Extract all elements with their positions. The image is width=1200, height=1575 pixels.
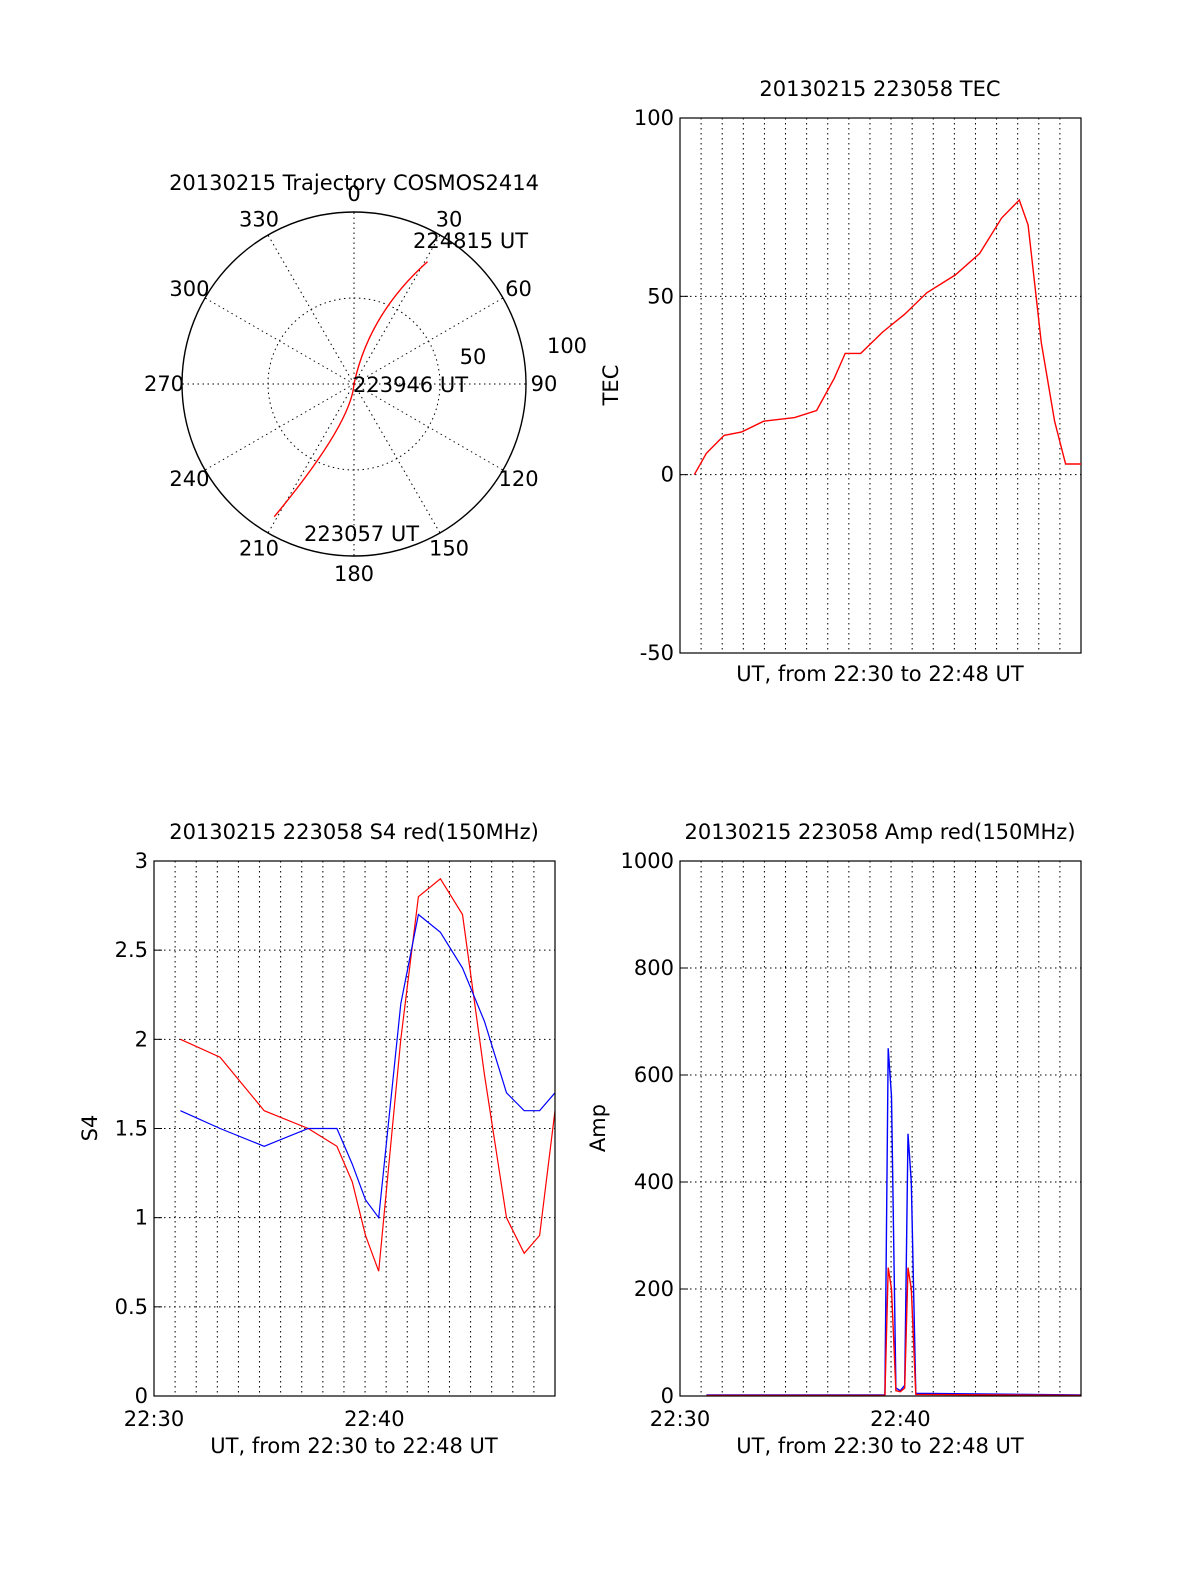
polar-angle-label-0: 0 — [347, 182, 360, 206]
tec-y-label: TEC — [599, 365, 623, 407]
s4-x-ticks: 22:30 22:40 — [124, 1407, 405, 1431]
amp-yticks-0: 1000 — [621, 849, 674, 873]
polar-angle-label-210: 210 — [239, 537, 279, 561]
tec-yticks-0: 100 — [634, 106, 674, 130]
s4-yticks-3: 1.5 — [115, 1117, 148, 1141]
s4-series — [180, 877, 556, 1272]
tec-chart: 20130215 223058 TEC 100 50 0 -50 UT, from 2… — [599, 77, 1082, 686]
polar-spoke-60 — [353, 297, 504, 385]
polar-title: 20130215 Trajectory COSMOS2414 — [169, 171, 539, 195]
tec-yticks-1: 50 — [647, 284, 674, 308]
tec-yticks-3: -50 — [640, 641, 674, 665]
amp-plot-frame — [679, 860, 1082, 1397]
s4-yticks-5: 0.5 — [115, 1295, 148, 1319]
polar-angle-label-270: 270 — [144, 372, 184, 396]
tec-lines-line-0 — [693, 198, 1081, 476]
amp-title: 20130215 223058 Amp red(150MHz) — [684, 820, 1075, 844]
polar-angle-label-150: 150 — [429, 537, 469, 561]
s4-x-label: UT, from 22:30 to 22:48 UT — [210, 1434, 498, 1458]
polar-angle-labels: 0 30 60 90 120 150 180 210 240 270 300 330 — [144, 182, 557, 586]
polar-annotation-start: 223057 UT — [304, 522, 419, 546]
s4-lines-line-1 — [180, 913, 556, 1220]
s4-title: 20130215 223058 S4 red(150MHz) — [169, 820, 539, 844]
polar-angle-label-120: 120 — [498, 467, 538, 491]
tec-x-label: UT, from 22:30 to 22:48 UT — [736, 662, 1024, 686]
polar-angle-label-330: 330 — [239, 207, 279, 231]
tec-series — [693, 198, 1081, 476]
s4-lines-line-0 — [180, 877, 556, 1272]
amp-xticks-0: 22:30 — [650, 1407, 711, 1431]
polar-annotation-end: 224815 UT — [413, 229, 528, 253]
s4-yticks-4: 1 — [135, 1206, 148, 1230]
polar-spoke-210 — [267, 383, 355, 534]
polar-annotation-mid: 223946 UT — [353, 373, 468, 397]
amp-y-ticks: 1000 800 600 400 200 0 — [621, 849, 688, 1408]
polar-spoke-150 — [353, 383, 441, 534]
tec-yticks-2: 0 — [661, 463, 674, 487]
s4-y-label: S4 — [78, 1115, 102, 1142]
polar-chart: 20130215 Trajectory COSMOS2414 0 30 60 90 12… — [144, 171, 587, 586]
amp-yticks-5: 0 — [661, 1384, 674, 1408]
polar-angle-label-30: 30 — [436, 207, 463, 231]
amp-yticks-4: 200 — [634, 1277, 674, 1301]
polar-outer-circle — [181, 211, 527, 557]
amp-yticks-2: 600 — [634, 1063, 674, 1087]
polar-spoke-240 — [204, 383, 355, 471]
polar-radius-label-100: 100 — [547, 334, 587, 358]
polar-spoke-120 — [353, 383, 504, 471]
s4-grid — [154, 861, 555, 1396]
polar-angle-label-300: 300 — [169, 277, 209, 301]
polar-spoke-30 — [353, 234, 441, 385]
amp-lines-line-0 — [706, 1048, 1082, 1396]
polar-angle-label-60: 60 — [505, 277, 532, 301]
s4-y-ticks: 3 2.5 2 1.5 1 0.5 0 — [115, 849, 162, 1408]
amp-xticks-1: 22:40 — [870, 1407, 931, 1431]
amp-x-ticks: 22:30 22:40 — [650, 1407, 931, 1431]
amp-yticks-1: 800 — [634, 956, 674, 980]
amp-grid — [680, 861, 1081, 1396]
polar-trajectory-line — [273, 261, 428, 518]
amp-y-label: Amp — [586, 1104, 610, 1152]
polar-radius-label-50: 50 — [460, 345, 487, 369]
s4-yticks-6: 0 — [135, 1384, 148, 1408]
polar-spoke-330 — [267, 234, 355, 385]
amp-lines-line-1 — [706, 1267, 1082, 1397]
tec-title: 20130215 223058 TEC — [759, 77, 1000, 101]
s4-yticks-2: 2 — [135, 1027, 148, 1051]
s4-xticks-0: 22:30 — [124, 1407, 185, 1431]
amp-yticks-3: 400 — [634, 1170, 674, 1194]
amp-x-label: UT, from 22:30 to 22:48 UT — [736, 1434, 1024, 1458]
polar-grid — [181, 211, 527, 557]
s4-xticks-1: 22:40 — [344, 1407, 405, 1431]
tec-grid — [680, 118, 1081, 653]
amp-series — [706, 1048, 1082, 1397]
tec-plot-frame — [679, 117, 1082, 654]
s4-yticks-0: 3 — [135, 849, 148, 873]
polar-spoke-300 — [204, 297, 355, 385]
polar-angle-label-180: 180 — [334, 562, 374, 586]
s4-chart: 20130215 223058 S4 red(150MHz) 3 2.5 2 1.5 1… — [78, 820, 556, 1458]
s4-yticks-1: 2.5 — [115, 938, 148, 962]
tec-y-ticks: 100 50 0 -50 — [634, 106, 688, 665]
polar-angle-label-240: 240 — [169, 467, 209, 491]
amp-chart: 20130215 223058 Amp red(150MHz) 1000 800 6… — [586, 820, 1082, 1458]
polar-angle-label-90: 90 — [531, 372, 558, 396]
